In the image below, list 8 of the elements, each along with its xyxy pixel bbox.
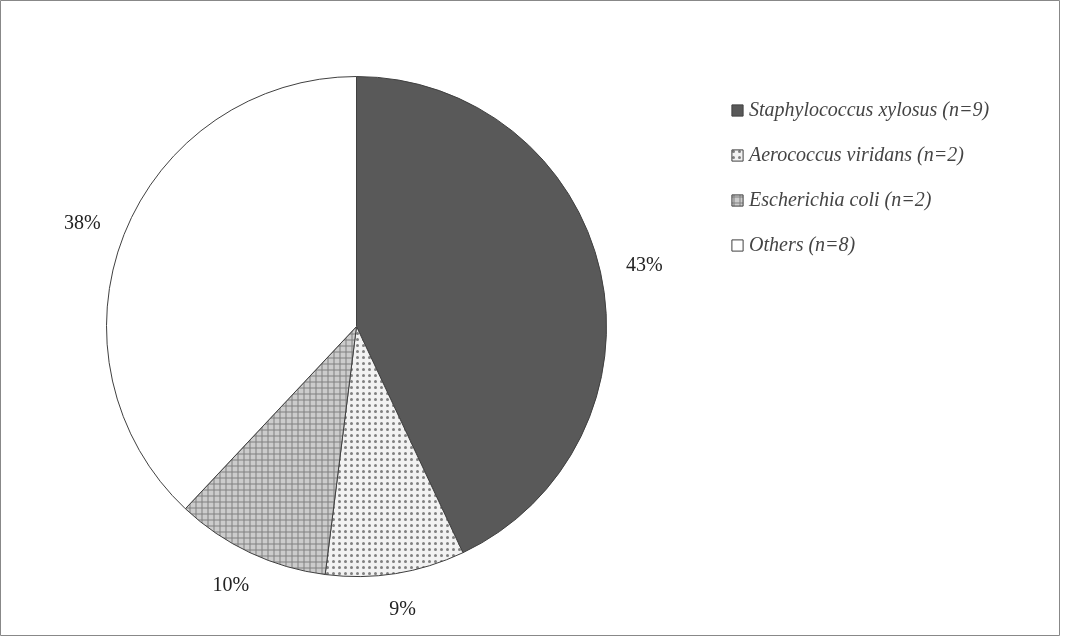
data-label: 38% [63,210,101,233]
legend-label: Aerococcus viridans (n=2) [749,143,964,166]
legend-label: Escherichia coli (n=2) [749,188,932,211]
legend-label: Staphylococcus xylosus (n=9) [749,98,990,121]
data-label: 10% [212,573,250,596]
data-label: 9% [389,596,416,619]
data-label: 43% [626,253,663,276]
legend-label: Others (n=8) [749,233,856,256]
